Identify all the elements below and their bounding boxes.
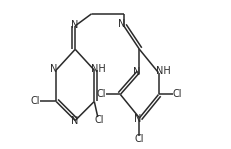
Text: Cl: Cl (94, 115, 104, 125)
Text: Cl: Cl (134, 134, 144, 144)
Text: NH: NH (91, 64, 106, 74)
Text: NH: NH (155, 66, 170, 76)
Text: N: N (118, 19, 125, 29)
Text: Cl: Cl (172, 89, 182, 100)
Text: N: N (70, 116, 78, 126)
Text: N: N (50, 64, 57, 74)
Text: N: N (133, 67, 140, 77)
Text: N: N (134, 114, 141, 124)
Text: Cl: Cl (96, 89, 106, 100)
Text: Cl: Cl (30, 96, 40, 106)
Text: N: N (70, 20, 78, 30)
